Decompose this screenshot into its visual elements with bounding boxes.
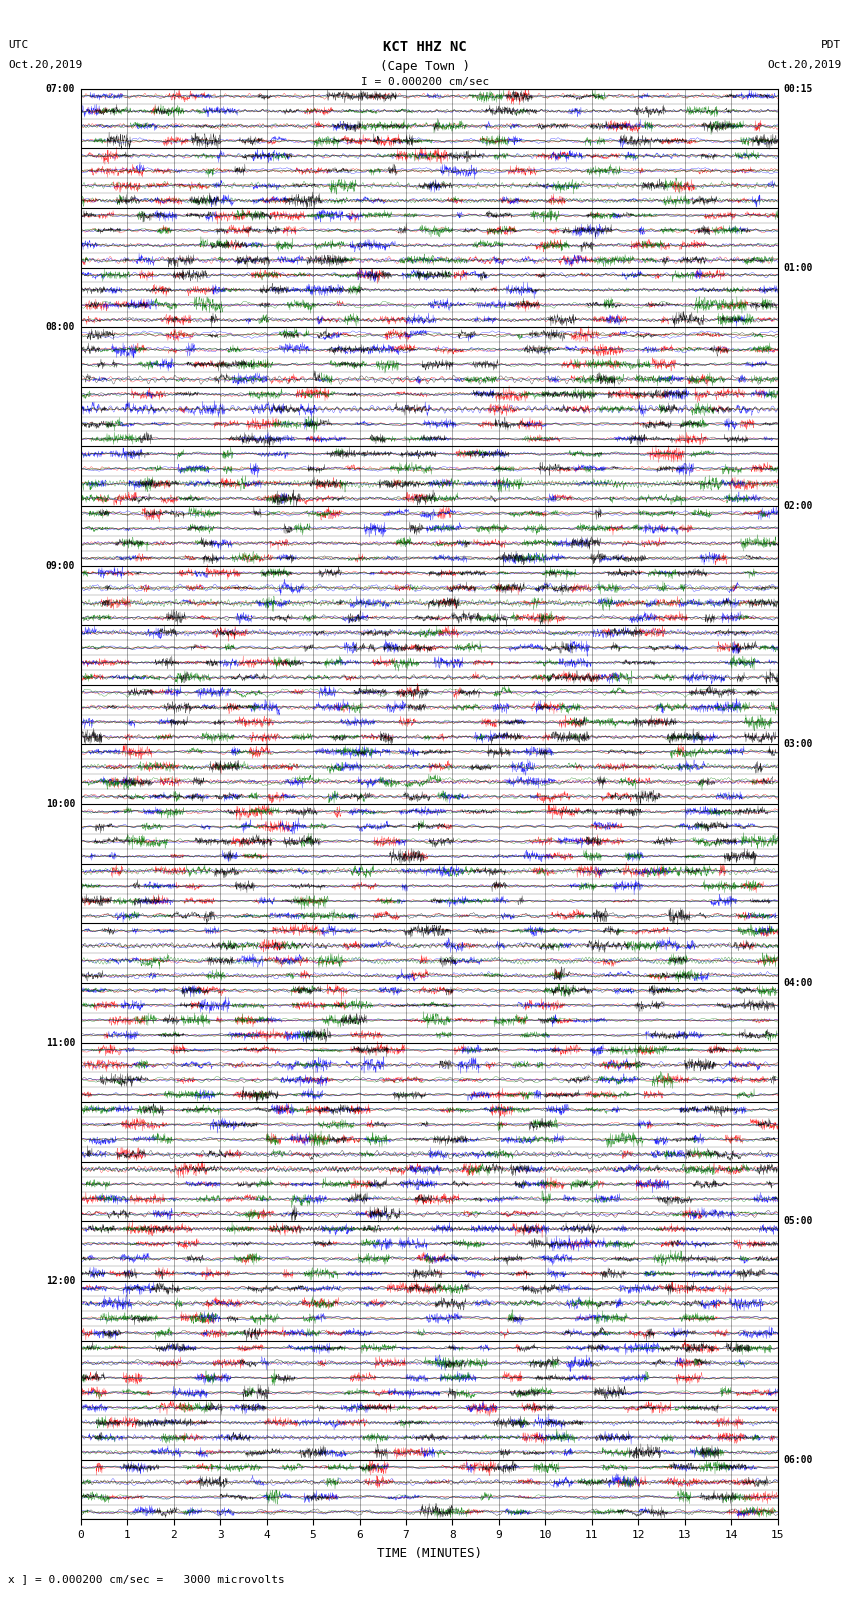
Text: 06:00: 06:00 bbox=[784, 1455, 813, 1465]
Text: PDT: PDT bbox=[821, 40, 842, 50]
Text: 10:00: 10:00 bbox=[46, 798, 75, 810]
Text: 03:00: 03:00 bbox=[784, 739, 813, 750]
Text: x ] = 0.000200 cm/sec =   3000 microvolts: x ] = 0.000200 cm/sec = 3000 microvolts bbox=[8, 1574, 286, 1584]
Text: I = 0.000200 cm/sec: I = 0.000200 cm/sec bbox=[361, 77, 489, 87]
X-axis label: TIME (MINUTES): TIME (MINUTES) bbox=[377, 1547, 482, 1560]
Text: 11:00: 11:00 bbox=[46, 1037, 75, 1047]
Text: Oct.20,2019: Oct.20,2019 bbox=[768, 60, 842, 69]
Text: 09:00: 09:00 bbox=[46, 561, 75, 571]
Text: 04:00: 04:00 bbox=[784, 977, 813, 987]
Text: 00:15: 00:15 bbox=[784, 84, 813, 94]
Text: 08:00: 08:00 bbox=[46, 323, 75, 332]
Text: 12:00: 12:00 bbox=[46, 1276, 75, 1286]
Text: 07:00: 07:00 bbox=[46, 84, 75, 94]
Text: KCT HHZ NC: KCT HHZ NC bbox=[383, 40, 467, 55]
Text: UTC: UTC bbox=[8, 40, 29, 50]
Text: 01:00: 01:00 bbox=[784, 263, 813, 273]
Text: (Cape Town ): (Cape Town ) bbox=[380, 60, 470, 73]
Text: 05:00: 05:00 bbox=[784, 1216, 813, 1226]
Text: 02:00: 02:00 bbox=[784, 502, 813, 511]
Text: Oct.20,2019: Oct.20,2019 bbox=[8, 60, 82, 69]
